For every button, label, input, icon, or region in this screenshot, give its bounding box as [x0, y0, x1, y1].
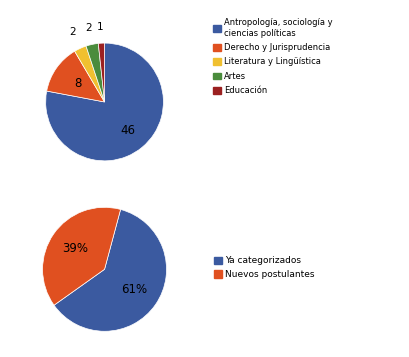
Wedge shape	[86, 44, 104, 102]
Wedge shape	[74, 46, 104, 102]
Text: 61%: 61%	[121, 283, 147, 296]
Legend: Ya categorizados, Nuevos postulantes: Ya categorizados, Nuevos postulantes	[213, 256, 314, 279]
Wedge shape	[43, 207, 120, 305]
Legend: Antropología, sociología y
ciencias políticas, Derecho y Jurisprudencia, Literat: Antropología, sociología y ciencias polí…	[213, 18, 332, 95]
Text: 2: 2	[85, 23, 92, 33]
Text: 46: 46	[120, 124, 135, 137]
Wedge shape	[54, 210, 166, 331]
Text: 39%: 39%	[62, 242, 88, 255]
Wedge shape	[47, 51, 104, 102]
Text: 2: 2	[70, 27, 76, 37]
Wedge shape	[98, 43, 104, 102]
Wedge shape	[45, 43, 163, 161]
Text: 8: 8	[74, 77, 81, 90]
Text: 1: 1	[97, 22, 103, 32]
